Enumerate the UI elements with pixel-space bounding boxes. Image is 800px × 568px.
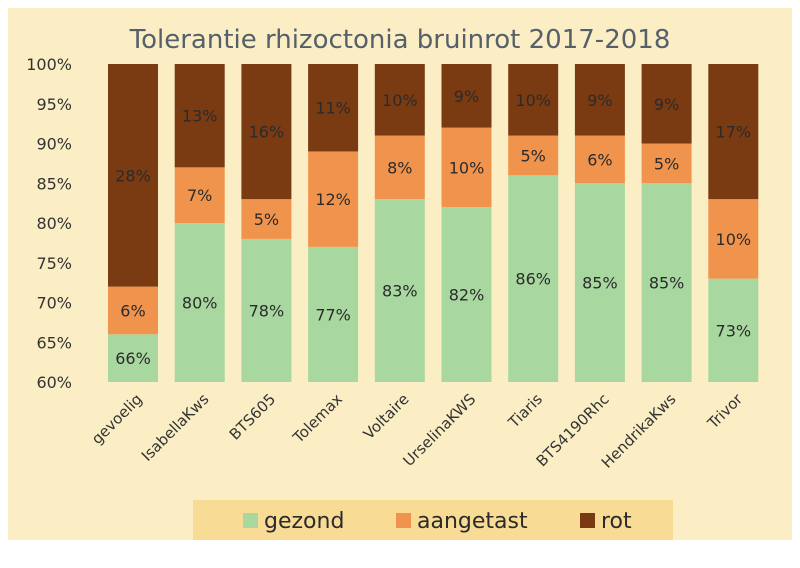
y-tick-label: 90% (36, 135, 72, 154)
legend-swatch-aangetast (396, 513, 411, 528)
bar-segment-rot (374, 64, 425, 136)
data-label: 85% (582, 274, 618, 293)
data-label: 16% (249, 123, 285, 142)
data-label: 7% (187, 186, 212, 205)
y-tick-label: 65% (36, 333, 72, 352)
chart-title: Tolerantie rhizoctonia bruinrot 2017-201… (129, 25, 671, 55)
bar-segment-rot (708, 64, 759, 200)
legend-label-rot: rot (601, 509, 632, 534)
legend: gezond aangetast rot (193, 500, 673, 540)
data-label: 10% (515, 91, 551, 110)
y-tick-label: 100% (26, 55, 72, 74)
bar-segment-rot (174, 64, 225, 168)
data-label: 13% (182, 107, 218, 126)
bar-segment-aangetast (708, 199, 759, 279)
bar-segment-rot (441, 64, 492, 128)
y-tick-label: 80% (36, 214, 72, 233)
bar-segment-gezond (574, 183, 625, 382)
stacked-bar-chart: Tolerantie rhizoctonia bruinrot 2017-201… (26, 25, 759, 540)
bar-segment-aangetast (641, 143, 692, 184)
data-label: 28% (115, 166, 151, 185)
bar-segment-rot (574, 64, 625, 136)
bars-group: 66% 6% 28% 80% 7% 13% 78% 5% 16% 77% 12% 11% 83% 8% 10… (108, 64, 759, 382)
data-label: 10% (716, 230, 752, 249)
bar-segment-aangetast (574, 135, 625, 184)
data-label: 80% (182, 294, 218, 313)
chart-panel: Tolerantie rhizoctonia bruinrot 2017-201… (8, 8, 792, 540)
legend-swatch-gezond (243, 513, 258, 528)
y-tick-label: 85% (36, 174, 72, 193)
bar-segment-aangetast (308, 151, 359, 247)
data-label: 83% (382, 282, 418, 301)
data-label: 73% (716, 321, 752, 340)
bar-segment-gezond (174, 223, 225, 382)
bar-segment-aangetast (374, 135, 425, 200)
legend-label-aangetast: aangetast (417, 509, 528, 534)
y-tick-label: 60% (36, 373, 72, 392)
data-label: 86% (515, 270, 551, 289)
data-label: 17% (716, 123, 752, 142)
y-tick-label: 70% (36, 294, 72, 313)
x-tick-label: IsabellaKws (138, 390, 213, 465)
bar-segment-gezond (108, 334, 158, 382)
y-axis: 60% 65% 70% 75% 80% 85% 90% 95% 100% (26, 55, 72, 392)
bar-segment-aangetast (174, 167, 225, 223)
bar-segment-aangetast (441, 127, 492, 208)
y-tick-label: 75% (36, 254, 72, 273)
bar-segment-gezond (441, 207, 492, 382)
data-label: 9% (454, 87, 479, 106)
x-tick-label: Tolemax (289, 390, 346, 447)
data-label: 12% (315, 190, 351, 209)
bar-segment-gezond (308, 246, 359, 382)
x-tick-label: Tiaris (504, 390, 546, 432)
data-label: 11% (315, 99, 351, 118)
data-label: 77% (315, 305, 351, 324)
bar-segment-gezond (641, 183, 692, 382)
data-label: 78% (249, 301, 285, 320)
bar-segment-gezond (374, 199, 425, 382)
data-label: 66% (115, 349, 151, 368)
data-label: 85% (649, 274, 685, 293)
bar-segment-aangetast (241, 199, 292, 239)
bar-segment-gezond (241, 238, 292, 382)
x-tick-label: BTS605 (226, 390, 279, 443)
data-label: 6% (587, 150, 612, 169)
bar-segment-rot (308, 64, 359, 152)
data-label: 5% (254, 210, 279, 229)
bar-segment-rot (241, 64, 292, 200)
legend-swatch-rot (580, 513, 595, 528)
bar-segment-gezond (508, 175, 559, 382)
x-tick-label: Voltaire (360, 390, 413, 443)
bar-segment-rot (508, 64, 559, 136)
data-label: 8% (387, 158, 412, 177)
legend-label-gezond: gezond (264, 509, 344, 534)
x-tick-label: gevoelig (88, 390, 146, 448)
data-label: 82% (449, 286, 485, 305)
data-label: 9% (654, 95, 679, 114)
bar-segment-aangetast (108, 286, 158, 335)
data-label: 6% (120, 301, 145, 320)
y-tick-label: 95% (36, 95, 72, 114)
data-label: 5% (654, 154, 679, 173)
data-label: 9% (587, 91, 612, 110)
bar-segment-gezond (708, 278, 759, 382)
data-label: 10% (449, 158, 485, 177)
bar-segment-rot (108, 64, 158, 287)
data-label: 10% (382, 91, 418, 110)
bar-segment-rot (641, 64, 692, 144)
data-label: 5% (521, 146, 546, 165)
bar-segment-aangetast (508, 135, 559, 176)
x-tick-label: Trivor (703, 390, 746, 433)
